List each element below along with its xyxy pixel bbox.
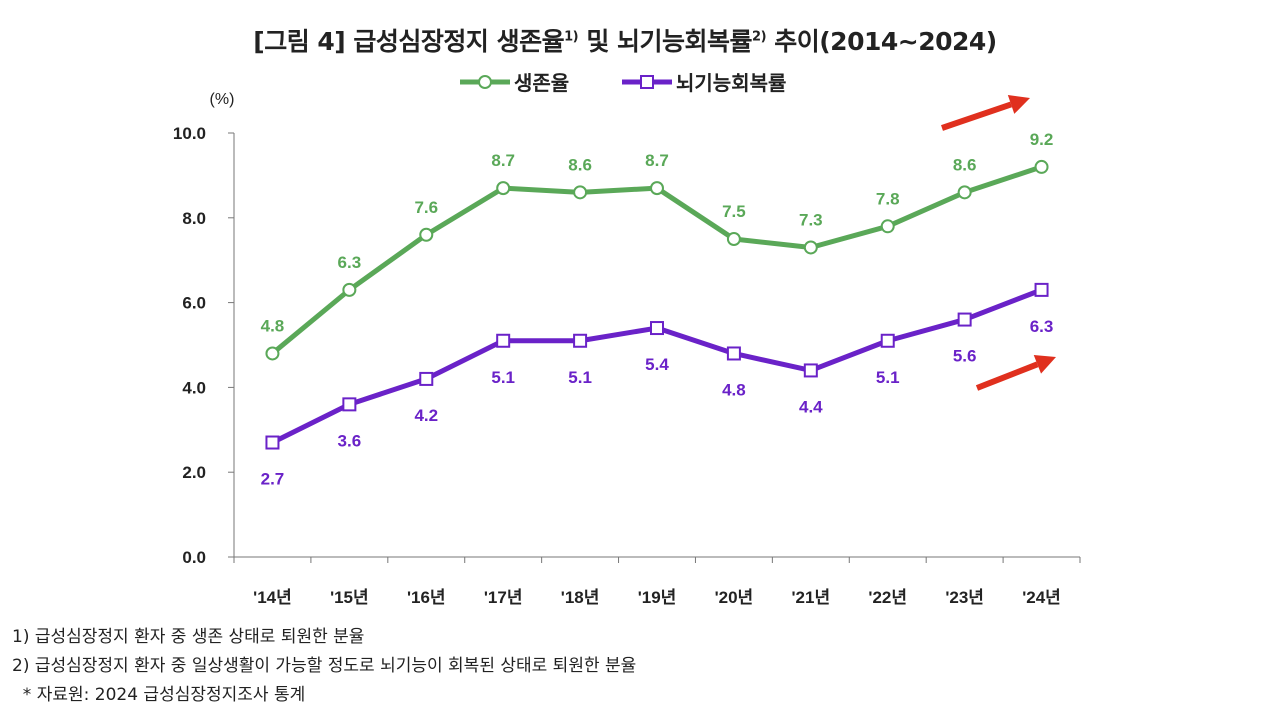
source-note: * 자료원: 2024 급성심장정지조사 통계	[12, 685, 306, 705]
x-tick-label: '19년	[638, 588, 677, 607]
y-tick-label: 2.0	[182, 463, 206, 482]
data-label: 8.7	[491, 151, 515, 170]
data-label: 2.7	[261, 470, 285, 489]
x-tick-label: '20년	[715, 588, 754, 607]
data-point	[726, 232, 741, 246]
y-tick-label: 10.0	[173, 124, 206, 143]
data-label: 5.1	[568, 368, 592, 387]
data-label: 4.8	[261, 316, 285, 335]
x-tick-label: '14년	[253, 588, 292, 607]
legend-marker	[478, 75, 492, 89]
data-label: 5.1	[491, 368, 515, 387]
data-point	[650, 321, 664, 336]
data-label: 8.6	[568, 155, 592, 174]
y-tick-label: 0.0	[182, 548, 206, 567]
data-point	[1034, 282, 1049, 297]
data-label: 6.3	[338, 253, 362, 272]
trend-arrow-head	[1007, 94, 1030, 114]
data-label: 7.5	[722, 202, 746, 221]
data-point	[880, 219, 895, 234]
data-point	[650, 181, 664, 196]
legend-marker	[640, 75, 654, 89]
y-tick-label: 4.0	[182, 378, 206, 397]
data-label: 8.7	[645, 151, 669, 170]
x-tick-label: '21년	[792, 588, 831, 607]
data-point	[1034, 159, 1049, 174]
data-label: 7.6	[414, 198, 438, 217]
data-point	[419, 371, 434, 386]
y-axis-label: (%)	[210, 91, 235, 108]
data-label: 3.6	[338, 431, 362, 450]
x-tick-label: '23년	[945, 588, 984, 607]
x-tick-label: '17년	[484, 588, 523, 607]
data-label: 5.6	[953, 347, 977, 366]
data-label: 6.3	[1030, 317, 1054, 336]
data-label: 9.2	[1030, 130, 1054, 149]
trend-arrow-head	[1033, 354, 1056, 374]
legend-label: 생존율	[514, 72, 569, 95]
footnote-1: 1) 급성심장정지 환자 중 생존 상태로 퇴원한 분율	[12, 627, 365, 647]
data-label: 7.3	[799, 210, 823, 229]
data-point	[265, 435, 280, 450]
x-tick-label: '22년	[868, 588, 907, 607]
data-point	[265, 346, 280, 361]
data-point	[880, 333, 895, 348]
y-tick-label: 6.0	[182, 294, 206, 313]
data-point	[573, 185, 588, 200]
data-point	[496, 333, 511, 348]
data-label: 5.1	[876, 368, 900, 387]
data-label: 4.4	[799, 397, 823, 416]
data-label: 5.4	[645, 355, 669, 374]
data-point	[957, 185, 972, 200]
x-tick-label: '15년	[330, 588, 369, 607]
data-point	[726, 346, 741, 361]
x-tick-label: '24년	[1022, 588, 1061, 607]
data-label: 7.8	[876, 189, 900, 208]
data-point	[342, 282, 357, 297]
legend-label: 뇌기능회복률	[676, 72, 786, 95]
trend-arrow-shaft	[941, 101, 1013, 131]
data-point	[957, 312, 972, 327]
trend-arrow-shaft	[975, 361, 1039, 391]
data-point	[342, 397, 357, 412]
data-point	[803, 240, 818, 255]
data-label: 8.6	[953, 155, 977, 174]
x-tick-label: '18년	[561, 588, 600, 607]
chart-title: [그림 4] 급성심장정지 생존율1) 및 뇌기능회복률2) 추이(2014~2…	[253, 27, 997, 56]
footnote-2: 2) 급성심장정지 환자 중 일상생활이 가능할 정도로 뇌기능이 회복된 상태…	[12, 656, 637, 676]
data-point	[573, 333, 588, 348]
data-label: 4.2	[414, 406, 438, 425]
x-tick-label: '16년	[407, 588, 446, 607]
data-point	[419, 227, 434, 242]
data-point	[803, 363, 818, 378]
y-tick-label: 8.0	[182, 209, 206, 228]
data-point	[496, 181, 511, 196]
data-label: 4.8	[722, 380, 746, 399]
